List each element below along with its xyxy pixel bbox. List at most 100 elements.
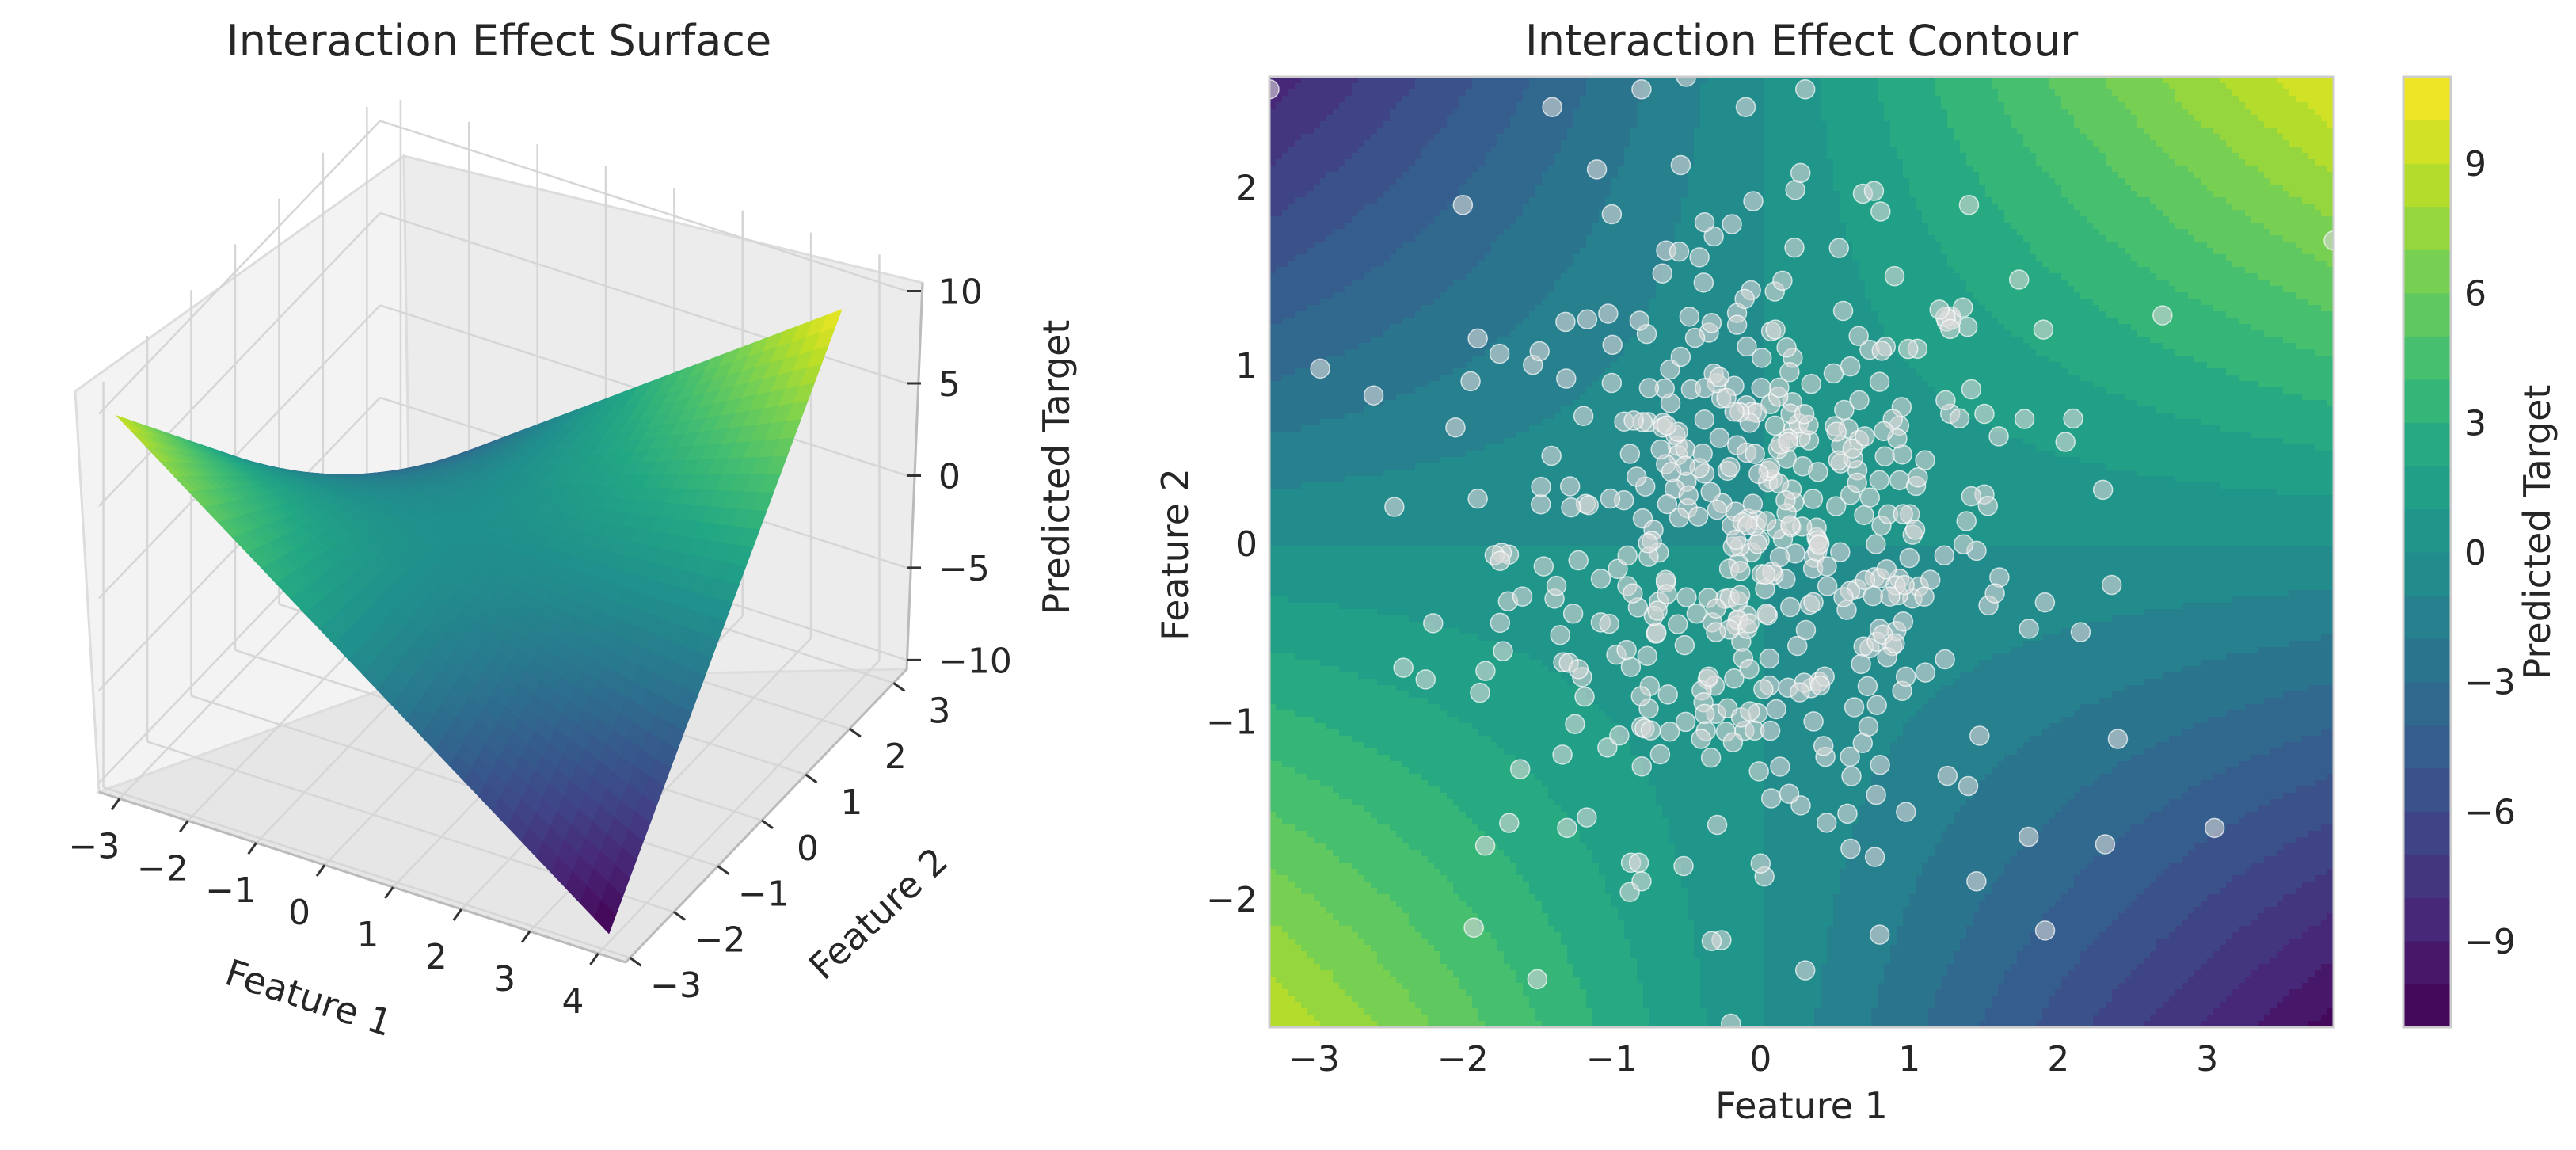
contour-cell — [1421, 413, 1429, 420]
contour-cell — [1326, 305, 1334, 312]
contour-cell — [1314, 755, 1321, 762]
contour-cell — [1421, 894, 1429, 901]
contour-cell — [1396, 356, 1403, 363]
contour-cell — [1358, 793, 1365, 800]
contour-cell — [1390, 837, 1397, 844]
contour-cell — [1390, 831, 1397, 838]
contour-cell — [1402, 736, 1410, 743]
contour-cell — [1307, 406, 1315, 413]
contour-cell — [1339, 679, 1346, 686]
contour-cell — [1383, 419, 1391, 426]
contour-cell — [1269, 939, 1277, 946]
contour-cell — [1415, 191, 1422, 198]
contour-cell — [1301, 888, 1308, 895]
contour-cell — [1269, 603, 1277, 610]
contour-cell — [1352, 622, 1359, 629]
contour-cell — [1314, 128, 1321, 135]
contour-cell — [1402, 140, 1410, 147]
contour-cell — [1326, 96, 1334, 103]
contour-cell — [1409, 761, 1416, 768]
contour-cell — [1301, 1008, 1308, 1015]
contour-cell — [1371, 793, 1378, 800]
contour-cell — [1421, 818, 1429, 825]
contour-cell — [1320, 666, 1327, 673]
contour-cell — [1377, 197, 1384, 204]
contour-cell — [1282, 793, 1289, 800]
contour-cell — [1295, 565, 1302, 572]
contour-cell — [1295, 723, 1302, 730]
contour-cell — [1269, 996, 1277, 1003]
contour-cell — [1295, 672, 1302, 680]
contour-cell — [1326, 907, 1334, 914]
contour-cell — [1371, 299, 1378, 306]
contour-cell — [1409, 134, 1416, 141]
contour-cell — [1409, 318, 1416, 325]
contour-cell — [1364, 337, 1372, 344]
contour-cell — [1390, 318, 1397, 325]
contour-cell — [1333, 191, 1340, 198]
contour-cell — [1269, 970, 1277, 977]
contour-cell — [1383, 375, 1391, 382]
contour-cell — [1282, 140, 1289, 147]
contour-cell — [1345, 191, 1353, 198]
contour-cell — [1276, 159, 1283, 166]
contour-cell — [1276, 381, 1283, 388]
contour-cell — [1288, 932, 1296, 939]
contour-cell — [1390, 476, 1397, 483]
contour-cell — [1269, 527, 1277, 534]
contour-cell — [1288, 996, 1296, 1003]
contour-cell — [1364, 818, 1372, 825]
contour-cell — [1326, 457, 1334, 464]
contour-cell — [1371, 546, 1378, 553]
contour-cell — [1295, 641, 1302, 648]
contour-cell — [1396, 153, 1403, 160]
contour-cell — [1396, 634, 1403, 642]
contour-cell — [1288, 204, 1296, 211]
contour-cell — [1326, 273, 1334, 280]
contour-cell — [1269, 622, 1277, 629]
contour-cell — [1295, 368, 1302, 375]
contour-cell — [1352, 964, 1359, 971]
contour-cell — [1390, 1015, 1397, 1022]
contour-cell — [1352, 153, 1359, 160]
contour-cell — [1339, 425, 1346, 432]
contour-cell — [1421, 109, 1429, 116]
contour-cell — [1288, 413, 1296, 420]
contour-cell — [1288, 818, 1296, 825]
contour-cell — [1333, 603, 1340, 610]
contour-cell — [1415, 501, 1422, 508]
contour-cell — [1383, 109, 1391, 116]
contour-cell — [1396, 254, 1403, 261]
contour-cell — [1345, 913, 1353, 920]
contour-cell — [1314, 197, 1321, 204]
contour-cell — [1358, 723, 1365, 730]
contour-cell — [1333, 96, 1340, 103]
contour-cell — [1307, 723, 1315, 730]
contour-cell — [1364, 305, 1372, 312]
contour-cell — [1358, 166, 1365, 173]
contour-cell — [1402, 831, 1410, 838]
contour-cell — [1326, 261, 1334, 268]
contour-cell — [1352, 216, 1359, 223]
contour-cell — [1402, 590, 1410, 597]
contour-cell — [1339, 736, 1346, 743]
contour-cell — [1409, 596, 1416, 604]
contour-cell — [1288, 945, 1296, 952]
contour-cell — [1377, 920, 1384, 927]
contour-cell — [1288, 1015, 1296, 1022]
contour-cell — [1352, 552, 1359, 559]
contour-cell — [1364, 248, 1372, 255]
contour-cell — [1421, 134, 1429, 141]
contour-cell — [1383, 786, 1391, 794]
contour-cell — [1314, 736, 1321, 743]
contour-cell — [1339, 565, 1346, 572]
contour-cell — [1339, 432, 1346, 439]
contour-cell — [1288, 89, 1296, 97]
contour-cell — [1276, 77, 1283, 84]
contour-cell — [1402, 1015, 1410, 1022]
contour-cell — [1345, 932, 1353, 939]
contour-cell — [1358, 755, 1365, 762]
contour-cell — [1409, 470, 1416, 477]
contour-cell — [1295, 147, 1302, 154]
contour-cell — [1307, 210, 1315, 217]
